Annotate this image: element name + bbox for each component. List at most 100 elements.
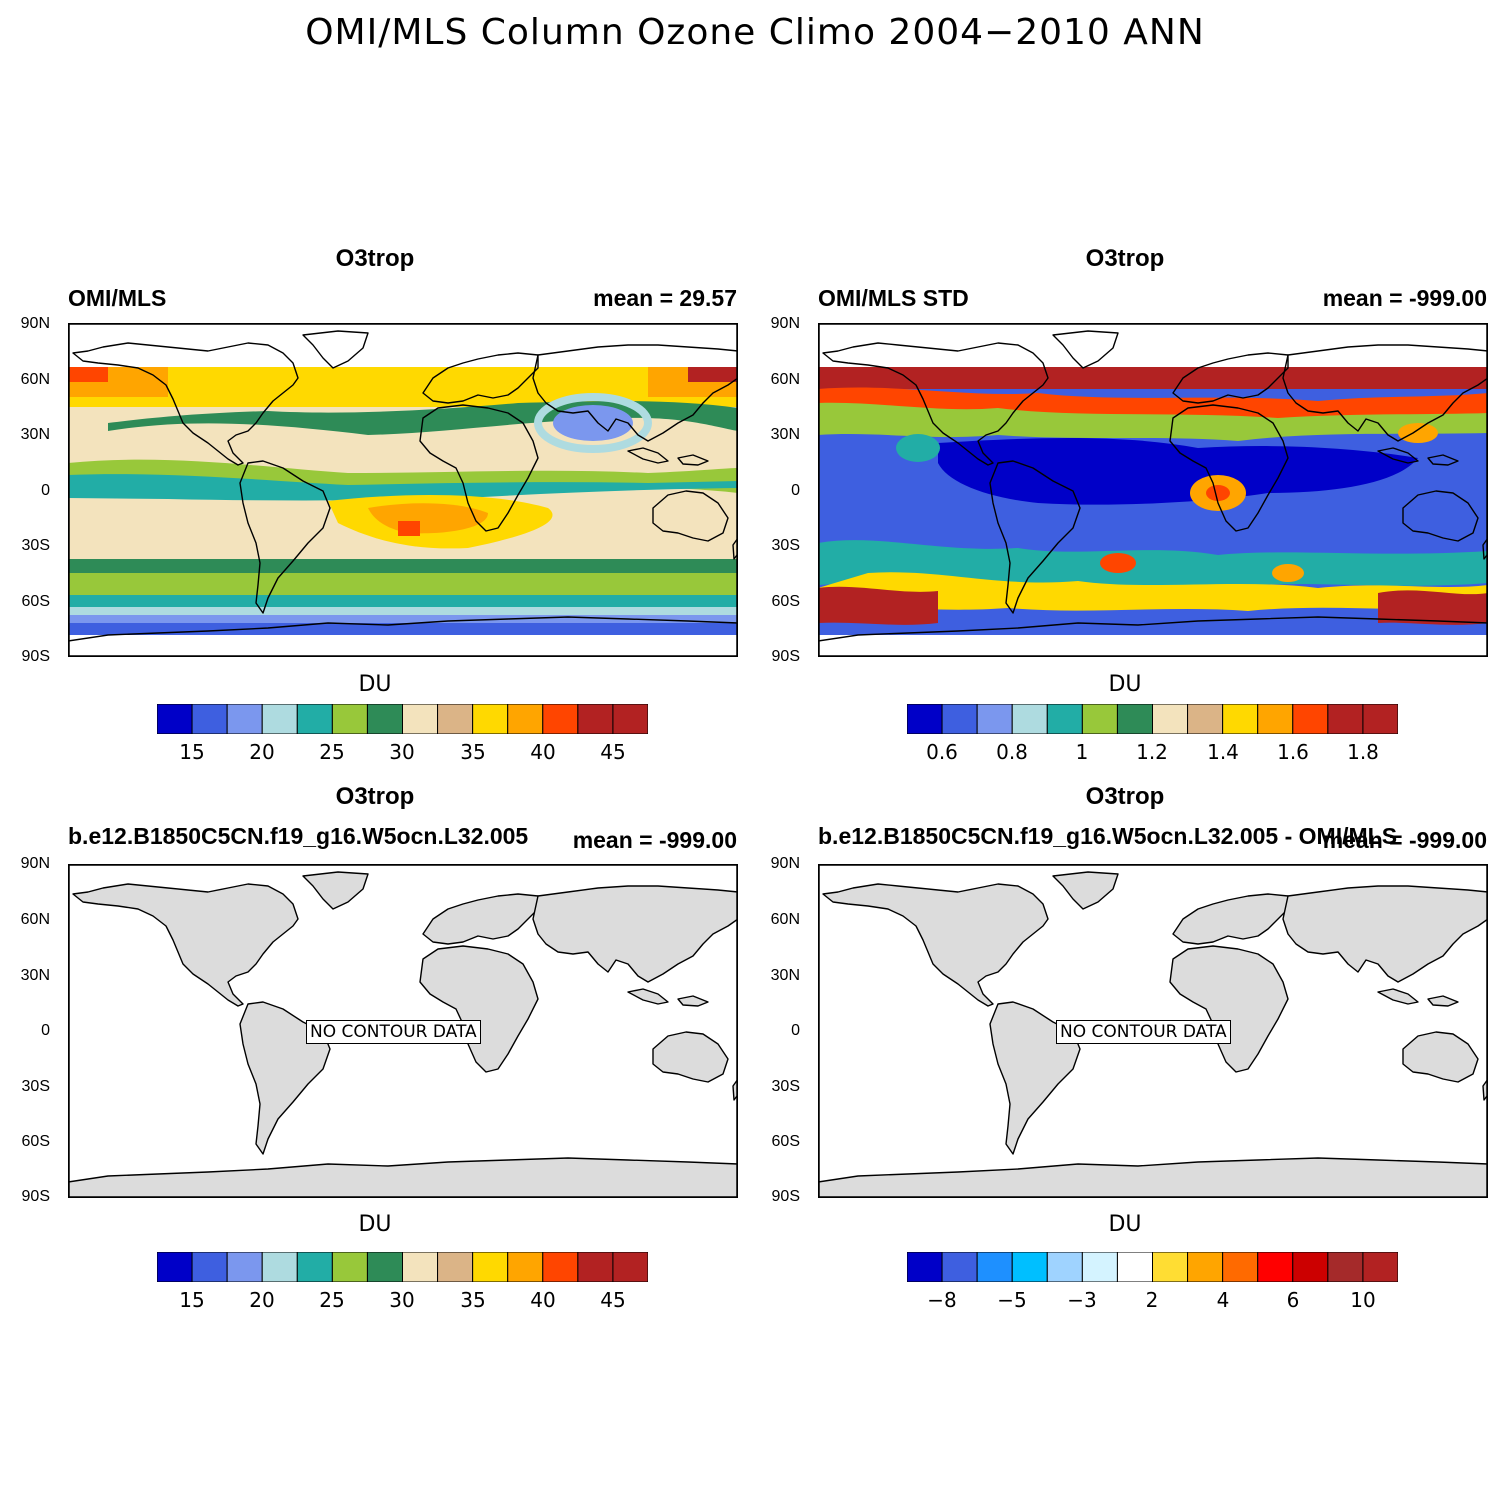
figure-title: OMI/MLS Column Ozone Climo 2004−2010 ANN — [305, 12, 1205, 53]
lat-tick: 60S — [21, 593, 50, 610]
colorbar-swatch — [612, 704, 648, 734]
lat-tick: 30N — [20, 426, 50, 443]
colorbar-swatch — [941, 704, 978, 734]
colorbar-swatch — [191, 704, 228, 734]
lat-tick: 0 — [791, 1022, 800, 1039]
colorbar-swatch — [261, 1252, 298, 1282]
lat-tick: 60N — [770, 911, 800, 928]
colorbar-tick: 45 — [600, 1288, 626, 1312]
map-plot — [818, 323, 1488, 657]
panel-mean-label: mean = -999.00 — [1322, 827, 1487, 853]
colorbar-tick: 4 — [1216, 1288, 1230, 1312]
colorbar-swatch — [157, 1252, 193, 1282]
colorbar-swatch — [331, 1252, 368, 1282]
colorbar-tick: 30 — [389, 1288, 415, 1312]
colorbar-tick: 1 — [1075, 740, 1089, 764]
colorbar — [157, 1252, 648, 1282]
colorbar-swatch — [1257, 704, 1294, 734]
colorbar — [907, 704, 1398, 734]
colorbar-label: DU — [358, 672, 392, 697]
lat-tick: 90N — [20, 315, 50, 332]
panel-mean-label: mean = -999.00 — [572, 827, 737, 853]
lat-tick: 0 — [41, 1022, 50, 1039]
colorbar-tick: 40 — [530, 1288, 556, 1312]
lat-tick: 30S — [21, 1078, 50, 1095]
colorbar-tick: −5 — [997, 1288, 1027, 1312]
panel-left-label: OMI/MLS STD — [818, 285, 969, 311]
colorbar-tick: 10 — [1350, 1288, 1376, 1312]
colorbar-swatch — [1257, 1252, 1294, 1282]
colorbar-tick: 35 — [460, 1288, 486, 1312]
colorbar — [907, 1252, 1398, 1282]
colorbar-swatch — [191, 1252, 228, 1282]
colorbar-tick: −3 — [1067, 1288, 1097, 1312]
panel-title: O3trop — [1085, 245, 1165, 272]
lat-tick: 90N — [20, 855, 50, 872]
colorbar-swatch — [1222, 704, 1259, 734]
lat-tick: 30S — [771, 537, 800, 554]
colorbar-tick: 25 — [319, 1288, 345, 1312]
colorbar-swatch — [1187, 1252, 1224, 1282]
colorbar-swatch — [1292, 704, 1329, 734]
colorbar-swatch — [402, 1252, 439, 1282]
colorbar-label: DU — [358, 1212, 392, 1237]
colorbar-swatch — [907, 1252, 943, 1282]
lat-tick: 90N — [770, 315, 800, 332]
colorbar-swatch — [331, 704, 368, 734]
panel-left-label: OMI/MLS — [68, 285, 167, 311]
panel-mean-label: mean = -999.00 — [1322, 285, 1487, 311]
colorbar-swatch — [941, 1252, 978, 1282]
lat-tick: 30N — [770, 967, 800, 984]
lat-tick: 60N — [20, 371, 50, 388]
colorbar-swatch — [1116, 1252, 1154, 1282]
no-contour-data-label: NO CONTOUR DATA — [306, 1020, 481, 1044]
colorbar-swatch — [1152, 1252, 1189, 1282]
panel-left-label: b.e12.B1850C5CN.f19_g16.W5ocn.L32.005 — [68, 823, 529, 849]
lat-tick: 90N — [770, 855, 800, 872]
colorbar-swatch — [1152, 704, 1189, 734]
no-contour-data-label: NO CONTOUR DATA — [1056, 1020, 1231, 1044]
colorbar-tick: 40 — [530, 740, 556, 764]
colorbar-swatch — [366, 704, 404, 734]
colorbar-swatch — [1116, 704, 1154, 734]
colorbar-swatch — [976, 1252, 1013, 1282]
lat-tick: 90S — [21, 648, 50, 665]
colorbar-tick: 20 — [249, 740, 275, 764]
panel-omi-mls: O3trop OMI/MLS mean = 29.57 90N 60N 30N … — [0, 245, 750, 785]
colorbar-tick: −8 — [927, 1288, 957, 1312]
colorbar-swatch — [1046, 1252, 1083, 1282]
lat-tick: 60S — [771, 1133, 800, 1150]
colorbar-tick: 2 — [1145, 1288, 1159, 1312]
panel-model: O3trop b.e12.B1850C5CN.f19_g16.W5ocn.L32… — [0, 783, 750, 1323]
panel-model-minus-obs: O3trop b.e12.B1850C5CN.f19_g16.W5ocn.L32… — [750, 783, 1500, 1323]
lat-tick: 90S — [771, 1188, 800, 1205]
colorbar-swatch — [1011, 1252, 1048, 1282]
colorbar-swatch — [1081, 704, 1118, 734]
lat-tick: 60S — [21, 1133, 50, 1150]
colorbar-tick: 15 — [179, 1288, 205, 1312]
colorbar-tick: 15 — [179, 740, 205, 764]
colorbar-swatch — [577, 704, 614, 734]
colorbar-swatch — [437, 1252, 474, 1282]
lat-tick: 30S — [771, 1078, 800, 1095]
lat-tick: 0 — [791, 482, 800, 499]
panel-mean-label: mean = 29.57 — [593, 285, 737, 311]
lat-tick: 90S — [21, 1188, 50, 1205]
panel-title: O3trop — [335, 783, 415, 810]
lat-tick: 30N — [770, 426, 800, 443]
colorbar-swatch — [296, 704, 333, 734]
colorbar-tick: 45 — [600, 740, 626, 764]
colorbar — [157, 704, 648, 734]
colorbar-tick: 1.4 — [1207, 740, 1239, 764]
colorbar-swatch — [1081, 1252, 1118, 1282]
lat-tick: 60S — [771, 593, 800, 610]
lat-tick: 60N — [20, 911, 50, 928]
colorbar-swatch — [1222, 1252, 1259, 1282]
colorbar-swatch — [1362, 704, 1398, 734]
lat-tick: 30S — [21, 537, 50, 554]
colorbar-tick: 0.8 — [996, 740, 1028, 764]
colorbar-label: DU — [1108, 672, 1142, 697]
colorbar-swatch — [542, 704, 579, 734]
colorbar-swatch — [1327, 1252, 1364, 1282]
colorbar-swatch — [437, 704, 474, 734]
